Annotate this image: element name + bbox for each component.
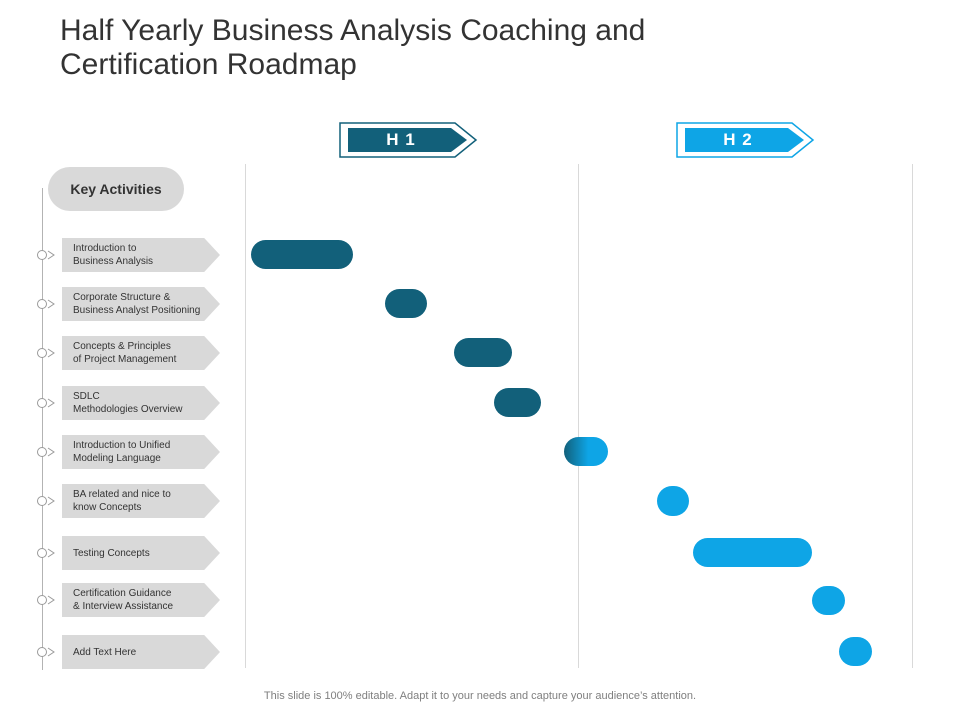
activity-label-line-1: BA related and nice to [73, 489, 171, 500]
gantt-bar [494, 388, 541, 417]
grid-line-start [245, 164, 246, 668]
gantt-bar [812, 586, 845, 615]
timeline-spine [42, 188, 43, 670]
gantt-bar [564, 437, 608, 466]
activity-label-line-1: Concepts & Principles [73, 341, 171, 352]
activity-label-line-2: Methodologies Overview [73, 404, 183, 415]
activity-label-line-1: Introduction to Unified [73, 440, 171, 451]
activity-label-line-2: & Interview Assistance [73, 601, 174, 612]
activity-label-line-1: Add Text Here [73, 646, 137, 658]
activity-label-box: Concepts & Principles of Project Manageme… [62, 336, 220, 370]
gantt-bar [454, 338, 512, 367]
activity-label-line-1: Introduction to [73, 243, 137, 254]
activity-label-box: Introduction to Business Analysis [62, 238, 220, 272]
activity-label-line-2: know Concepts [73, 502, 142, 513]
grid-line-end [912, 164, 913, 668]
timeline-node-icon [37, 647, 55, 657]
activity-row: Certification Guidance & Interview Assist… [36, 583, 226, 617]
timeline-node-icon [37, 398, 55, 408]
timeline-node-icon [37, 447, 55, 457]
activity-row: BA related and nice to know Concepts [36, 484, 226, 518]
phase-h2-arrow-shape [676, 122, 815, 158]
activity-label-box: Corporate Structure & Business Analyst Po… [62, 287, 220, 321]
activity-label-line-1: Corporate Structure & [73, 292, 171, 303]
activity-label-box: Add Text Here [62, 635, 220, 669]
timeline-node-icon [37, 299, 55, 309]
activity-label-line-2: Modeling Language [73, 453, 161, 464]
timeline-node-icon [37, 595, 55, 605]
activity-label-line-2: of Project Management [73, 354, 177, 365]
gantt-bar [839, 637, 872, 666]
activity-label-line-1: SDLC [73, 391, 100, 402]
activity-row: Add Text Here [36, 635, 226, 669]
activity-row: Testing Concepts [36, 536, 226, 570]
activity-label-box: Introduction to Unified Modeling Language [62, 435, 220, 469]
activity-row: Corporate Structure & Business Analyst Po… [36, 287, 226, 321]
slide-title: Half Yearly Business Analysis Coaching a… [60, 14, 920, 82]
activity-label-box: BA related and nice to know Concepts [62, 484, 220, 518]
phase-h2-marker: H 2 [676, 122, 816, 158]
activity-row: Introduction to Business Analysis [36, 238, 226, 272]
gantt-bar [657, 486, 689, 516]
gantt-bar [385, 289, 427, 318]
footer-note: This slide is 100% editable. Adapt it to… [263, 690, 697, 702]
gantt-bar [693, 538, 812, 567]
activity-label-box: Testing Concepts [62, 536, 220, 570]
activity-row: SDLC Methodologies Overview [36, 386, 226, 420]
activity-label-line-2: Business Analysis [73, 256, 154, 267]
phase-h2-label: H 2 [723, 130, 753, 149]
key-activities-header: Key Activities [48, 167, 184, 211]
timeline-node-icon [37, 250, 55, 260]
timeline-node-icon [37, 496, 55, 506]
gantt-bar [251, 240, 353, 269]
phase-h1-arrow-shape [339, 122, 478, 158]
activity-label-box: SDLC Methodologies Overview [62, 386, 220, 420]
activity-label-box: Certification Guidance & Interview Assist… [62, 583, 220, 617]
phase-h1-marker: H 1 [339, 122, 479, 158]
timeline-node-icon [37, 548, 55, 558]
activity-row: Concepts & Principles of Project Manageme… [36, 336, 226, 370]
activity-label-line-1: Testing Concepts [73, 547, 150, 559]
phase-h1-label: H 1 [386, 130, 416, 149]
timeline-node-icon [37, 348, 55, 358]
slide-title-line-2: Certification Roadmap [60, 48, 357, 81]
slide-title-line-1: Half Yearly Business Analysis Coaching a… [60, 14, 646, 47]
activity-label-line-1: Certification Guidance [73, 588, 172, 599]
activity-row: Introduction to Unified Modeling Language [36, 435, 226, 469]
activity-label-line-2: Business Analyst Positioning [73, 305, 201, 316]
grid-line-middle [578, 164, 579, 668]
